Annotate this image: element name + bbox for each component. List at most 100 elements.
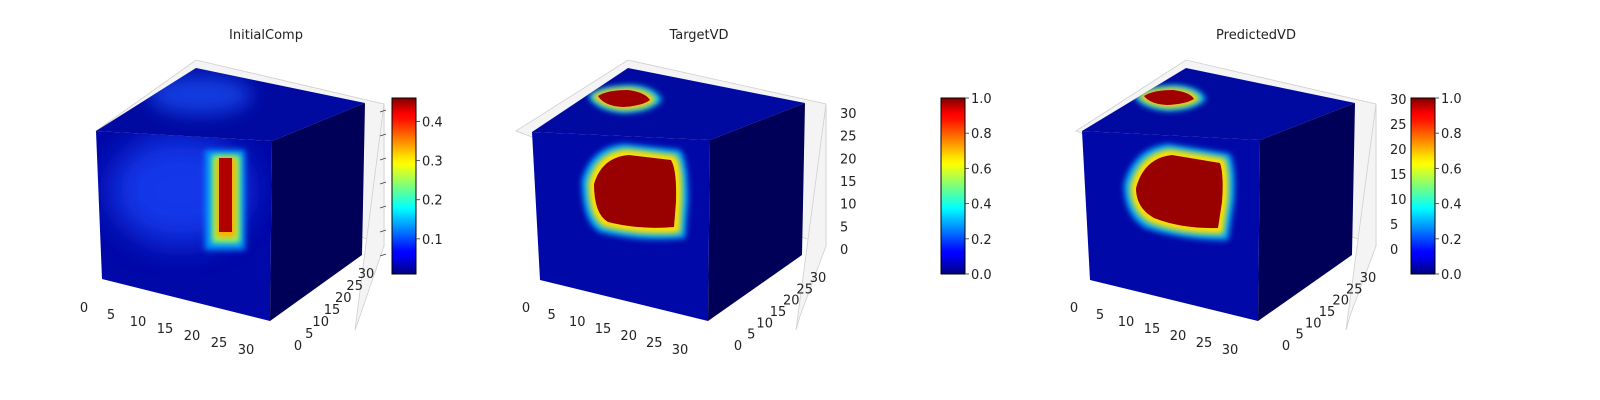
cube-top-face (532, 68, 805, 140)
cube-right-face (1258, 103, 1355, 321)
top-blob (148, 75, 252, 115)
colorbar-gradient (1411, 98, 1435, 274)
colorbar-tick-label: 0.3 (422, 155, 443, 170)
x-tick-label: 5 (1096, 308, 1104, 323)
cube (532, 68, 805, 321)
y-tick-label: 20 (335, 291, 352, 306)
colorbar-tick-label: 0.2 (1441, 233, 1462, 248)
z-tick-label: 20 (1390, 143, 1407, 158)
z-tick-label: 25 (1390, 118, 1407, 133)
side-pane (354, 103, 385, 331)
top-blob-core (598, 90, 650, 107)
top-blob-core (1144, 90, 1194, 105)
z-tick-label: 15 (1390, 168, 1407, 183)
x-tick-label: 20 (1170, 329, 1187, 344)
y-tick-label: 10 (312, 315, 329, 330)
x-tick-label: 15 (157, 322, 174, 337)
colorbar-tick-label: 0.0 (971, 268, 992, 283)
x-tick-label: 15 (595, 322, 612, 337)
y-tick-label: 0 (734, 339, 742, 354)
x-tick-label: 10 (1118, 315, 1135, 330)
cube-top-face (1082, 68, 1355, 140)
x-tick-label: 30 (672, 343, 689, 358)
colorbar-tick-label: 0.6 (971, 162, 992, 177)
y-tick-label: 0 (1282, 339, 1290, 354)
colorbar-tick-label: 0.4 (1441, 198, 1462, 213)
z-tick-label: 25 (840, 130, 857, 145)
blob-core (594, 155, 677, 228)
colorbar-frame (391, 97, 417, 275)
y-tick-label: 5 (747, 328, 755, 343)
cube-right-face (270, 103, 365, 321)
y-tick-label: 15 (770, 305, 787, 320)
colorbar-frame (1410, 97, 1436, 275)
subplot-title: PredictedVD (1216, 28, 1296, 43)
y-tick-label: 20 (1332, 294, 1349, 309)
colorbar: 0.0 0.2 0.4 0.6 0.8 1.0 (1410, 92, 1462, 283)
x-tick-label: 0 (1070, 301, 1078, 316)
y-tick-label: 20 (783, 294, 800, 309)
x-tick-label: 25 (211, 336, 228, 351)
z-tick-label: 30 (840, 107, 857, 122)
colorbar: 0.0 0.2 0.4 0.6 0.8 1.0 (940, 92, 992, 283)
colorbar-tick-label: 0.4 (971, 198, 992, 213)
colorbar-frame (940, 97, 966, 275)
z-tick-mark (379, 229, 387, 233)
subplot-title: InitialComp (229, 28, 303, 43)
x-tick-label: 0 (80, 301, 88, 316)
colorbar-tick-label: 0.0 (1441, 268, 1462, 283)
colorbar-tick-label: 0.6 (1441, 162, 1462, 177)
z-tick-label: 10 (840, 198, 857, 213)
blob-core (1136, 155, 1223, 229)
x-tick-label: 0 (522, 301, 530, 316)
z-axis-ticks: 0 5 10 15 20 25 30 (1390, 93, 1407, 258)
colorbar-ticks: 0.0 0.2 0.4 0.6 0.8 1.0 (1435, 92, 1462, 283)
z-tick-label: 10 (1390, 193, 1407, 208)
colorbar-tick-label: 0.1 (422, 233, 443, 248)
y-tick-label: 15 (324, 303, 341, 318)
colorbar-tick-label: 0.8 (1441, 127, 1462, 142)
y-tick-label: 0 (294, 339, 302, 354)
y-tick-label: 15 (1319, 305, 1336, 320)
colorbar-ticks: 0.1 0.2 0.3 0.4 (416, 116, 443, 248)
y-tick-label: 25 (1346, 282, 1363, 297)
z-tick-mark (379, 133, 387, 137)
x-tick-label: 25 (646, 336, 663, 351)
y-tick-label: 30 (810, 271, 827, 286)
colorbar-gradient (941, 98, 965, 274)
cube-right-face (708, 103, 805, 321)
y-tick-label: 25 (796, 282, 813, 297)
x-tick-label: 10 (130, 315, 147, 330)
z-tick-label: 30 (1390, 93, 1407, 108)
x-tick-label: 10 (569, 315, 586, 330)
x-tick-label: 30 (238, 343, 255, 358)
cube (96, 68, 365, 321)
z-tick-label: 0 (840, 243, 848, 258)
x-tick-label: 15 (1144, 322, 1161, 337)
cube (1082, 68, 1355, 321)
z-tick-mark (379, 205, 387, 209)
z-tick-label: 0 (1390, 243, 1398, 258)
x-axis-ticks: 0 5 10 15 20 25 30 (1070, 301, 1238, 358)
colorbar-gradient (392, 98, 416, 274)
y-tick-label: 5 (1296, 328, 1304, 343)
y-tick-label: 25 (346, 279, 363, 294)
x-axis-ticks: 0 5 10 15 20 25 30 (522, 301, 688, 358)
x-tick-label: 5 (548, 308, 556, 323)
z-tick-label: 15 (840, 175, 857, 190)
subplot-title: TargetVD (668, 28, 728, 43)
x-tick-label: 20 (184, 329, 201, 344)
z-tick-label: 20 (840, 152, 857, 167)
colorbar-tick-label: 1.0 (1441, 92, 1462, 107)
z-tick-mark (379, 109, 387, 113)
z-tick-mark (379, 253, 387, 257)
colorbar-tick-label: 1.0 (971, 92, 992, 107)
y-tick-label: 30 (1360, 271, 1377, 286)
colorbar-tick-label: 0.2 (971, 233, 992, 248)
y-tick-label: 30 (358, 267, 375, 282)
